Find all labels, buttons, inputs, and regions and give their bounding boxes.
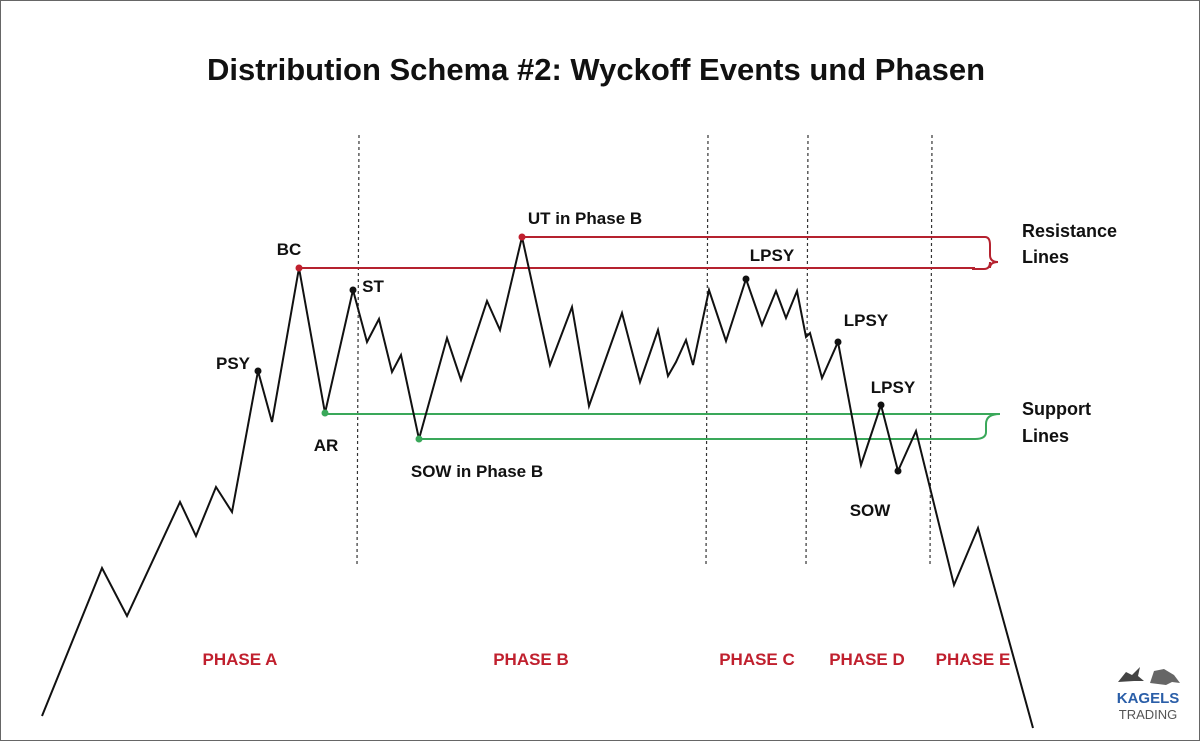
phase-label: PHASE B [493, 650, 569, 669]
legend-label: Lines [1022, 247, 1069, 267]
event-label: AR [314, 436, 339, 455]
resistance-bracket [522, 236, 999, 270]
logo-bear [1150, 669, 1180, 685]
phase-label: PHASE D [829, 650, 905, 669]
legend-label: Lines [1022, 426, 1069, 446]
support-bracket [419, 413, 1001, 440]
logo-bull [1118, 667, 1144, 682]
legend-label: Support [1022, 399, 1091, 419]
title: Distribution Schema #2: Wyckoff Events u… [207, 52, 985, 87]
phase-label: PHASE C [719, 650, 795, 669]
event-label: ST [362, 277, 384, 296]
event-label: UT in Phase B [528, 209, 642, 228]
logo-name: KAGELS [1117, 690, 1180, 707]
logo: KAGELS TRADING [1117, 667, 1180, 722]
range-lines [299, 236, 1001, 440]
event-label: PSY [216, 354, 251, 373]
event-label: LPSY [871, 378, 916, 397]
phase-label: PHASE A [203, 650, 278, 669]
event-label: BC [277, 240, 302, 259]
legend-label: Resistance [1022, 221, 1117, 241]
event-label: LPSY [750, 246, 795, 265]
price-path [41, 236, 1034, 729]
event-dots [254, 233, 902, 475]
event-label: SOW in Phase B [411, 462, 543, 481]
logo-sub: TRADING [1119, 707, 1178, 722]
event-label: SOW [850, 501, 892, 520]
phase-label: PHASE E [936, 650, 1011, 669]
event-label: LPSY [844, 311, 889, 330]
